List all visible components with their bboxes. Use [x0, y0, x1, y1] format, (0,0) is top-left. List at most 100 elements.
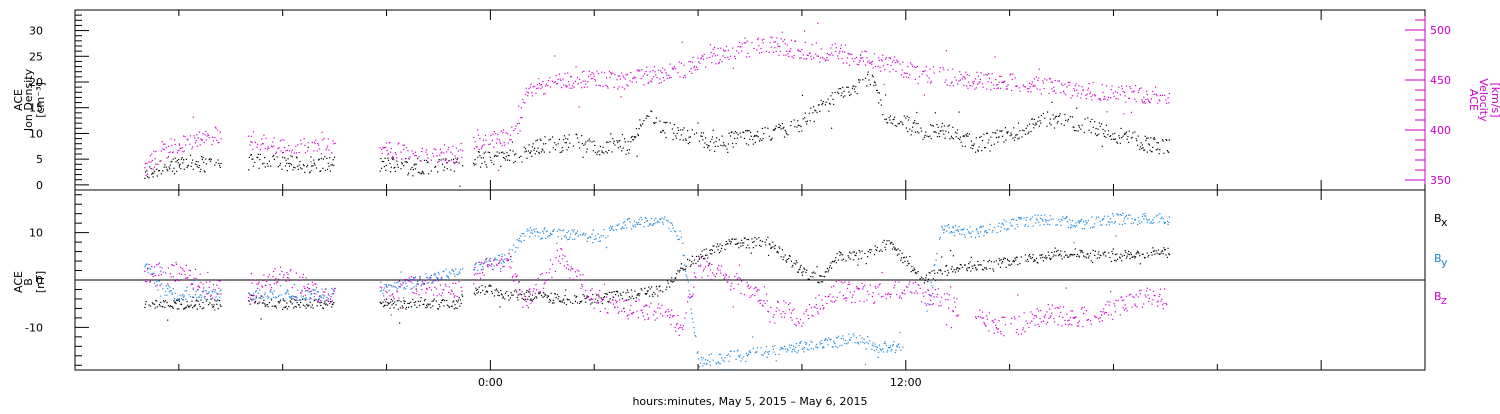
bz-point	[250, 294, 251, 295]
density-point	[1006, 132, 1007, 133]
bx-point	[570, 302, 571, 303]
bz-point	[774, 314, 775, 315]
by-point	[180, 295, 181, 296]
velocity-point	[891, 65, 892, 66]
bx-point	[327, 305, 328, 306]
bz-point	[332, 300, 333, 301]
density-point	[419, 172, 420, 173]
bx-point	[164, 307, 165, 308]
bz-point	[989, 312, 990, 313]
velocity-point	[441, 152, 442, 153]
bx-point	[1093, 250, 1094, 251]
bx-point	[1089, 256, 1090, 257]
velocity-point	[712, 56, 713, 57]
velocity-point	[625, 74, 626, 75]
by-point	[1019, 217, 1020, 218]
by-point	[947, 225, 948, 226]
bz-point	[680, 325, 681, 326]
velocity-point	[650, 71, 651, 72]
bx-point	[548, 296, 549, 297]
density-point	[1163, 153, 1164, 154]
density-point	[783, 128, 784, 129]
bz-point	[380, 282, 381, 283]
by-point	[1132, 218, 1133, 219]
by-point	[1012, 226, 1013, 227]
velocity-point	[763, 39, 764, 40]
density-point	[1033, 124, 1034, 125]
by-point	[1004, 228, 1005, 229]
bz-point	[864, 285, 865, 286]
bz-point	[550, 260, 551, 261]
by-point	[144, 266, 145, 267]
density-point	[907, 116, 908, 117]
velocity-point	[540, 88, 541, 89]
bz-point	[286, 272, 287, 273]
velocity-point	[691, 73, 692, 74]
bz-point	[648, 317, 649, 318]
bz-point	[213, 284, 214, 285]
bz-point	[319, 295, 320, 296]
bz-point	[760, 303, 761, 304]
bz-point	[203, 288, 204, 289]
by-point	[617, 225, 618, 226]
velocity-point	[630, 72, 631, 73]
bx-point	[952, 271, 953, 272]
bx-point	[487, 292, 488, 293]
by-point	[983, 235, 984, 236]
density-point	[1051, 102, 1052, 103]
bz-point	[251, 273, 252, 274]
density-point	[933, 125, 934, 126]
bz-point	[422, 281, 423, 282]
velocity-point	[681, 63, 682, 64]
velocity-point	[931, 81, 932, 82]
velocity-point	[524, 102, 525, 103]
by-point	[1138, 217, 1139, 218]
bx-point	[831, 268, 832, 269]
by-point	[271, 298, 272, 299]
by-point	[1119, 224, 1120, 225]
velocity-point	[1160, 95, 1161, 96]
velocity-point	[1147, 99, 1148, 100]
bx-point	[1111, 261, 1112, 262]
velocity-point	[654, 66, 655, 67]
bz-point	[551, 277, 552, 278]
by-point	[427, 283, 428, 284]
density-point	[1035, 123, 1036, 124]
bz-point	[561, 249, 562, 250]
by-point	[201, 297, 202, 298]
velocity-point	[1039, 69, 1040, 70]
bz-point	[299, 280, 300, 281]
bx-point	[474, 293, 475, 294]
bx-point	[867, 256, 868, 257]
velocity-point	[960, 80, 961, 81]
velocity-point	[623, 75, 624, 76]
velocity-point	[427, 154, 428, 155]
bz-point	[410, 281, 411, 282]
bz-point	[526, 305, 527, 306]
velocity-point	[835, 43, 836, 44]
by-point	[718, 361, 719, 362]
bz-point	[938, 288, 939, 289]
bz-point	[304, 286, 305, 287]
density-point	[838, 93, 839, 94]
bz-point	[673, 315, 674, 316]
by-point	[704, 363, 705, 364]
bz-point	[403, 282, 404, 283]
density-point	[886, 119, 887, 120]
bx-point	[1103, 254, 1104, 255]
by-point	[707, 360, 708, 361]
density-point	[563, 139, 564, 140]
bx-point	[990, 268, 991, 269]
velocity-point	[326, 147, 327, 148]
by-point	[970, 233, 971, 234]
density-point	[681, 134, 682, 135]
by-point	[821, 340, 822, 341]
velocity-point	[832, 55, 833, 56]
density-point	[1084, 118, 1085, 119]
bz-point	[596, 302, 597, 303]
velocity-point	[828, 60, 829, 61]
bx-point	[164, 301, 165, 302]
by-point	[677, 235, 678, 236]
bx-point	[306, 304, 307, 305]
by-point	[1021, 218, 1022, 219]
